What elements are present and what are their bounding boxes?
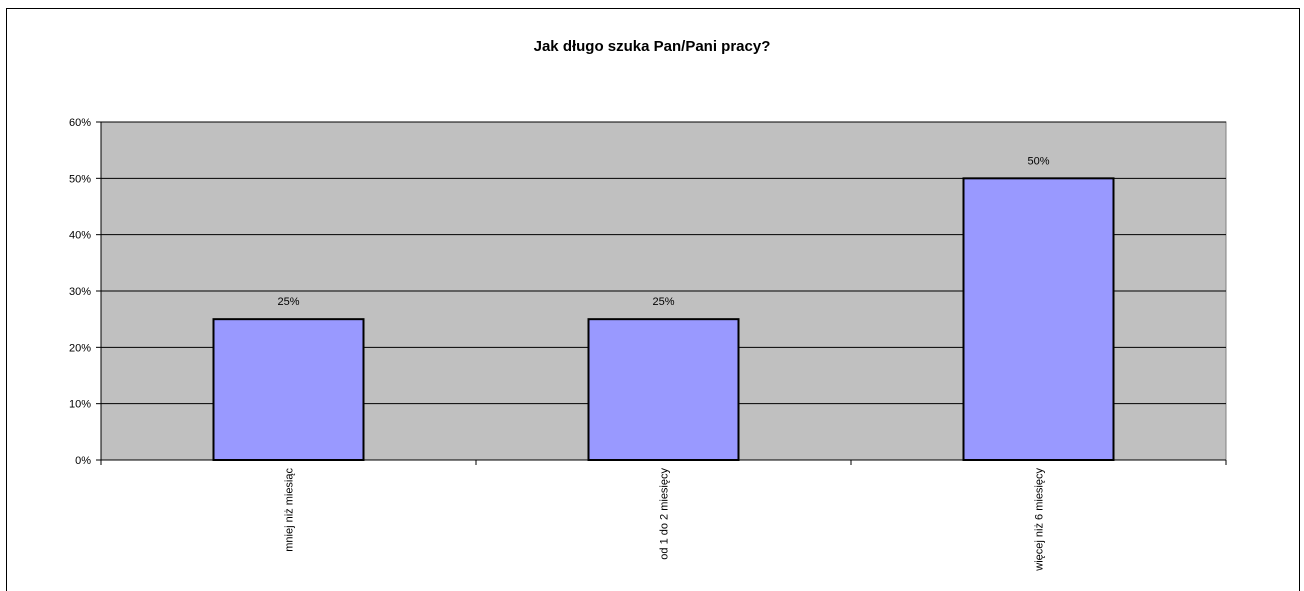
category-label: od 1 do 2 miesięcy <box>659 468 671 560</box>
y-tick-label: 60% <box>69 117 91 129</box>
y-tick-label: 30% <box>69 286 91 298</box>
category-label: mniej niż miesiąc <box>284 468 296 552</box>
data-labels: 25% 25% 50% <box>277 155 1049 308</box>
data-label: 25% <box>277 296 299 308</box>
bars <box>212 177 1115 461</box>
y-tick-label: 20% <box>69 342 91 354</box>
bar <box>212 318 365 461</box>
y-tick-label: 40% <box>69 230 91 242</box>
y-tick-label: 50% <box>69 173 91 185</box>
data-label: 50% <box>1027 155 1049 167</box>
y-axis: 0% 10% 20% 30% 40% 50% 60% <box>69 117 102 467</box>
bar <box>962 177 1115 461</box>
category-labels: mniej niż miesiąc od 1 do 2 miesięcy więce… <box>284 468 1046 572</box>
data-label: 25% <box>652 296 674 308</box>
category-label: więcej niż 6 miesięcy <box>1034 468 1046 572</box>
y-tick-label: 0% <box>75 455 91 467</box>
y-tick-label: 10% <box>69 399 91 411</box>
chart-title: Jak długo szuka Pan/Pani pracy? <box>534 38 771 55</box>
bar <box>587 318 740 461</box>
